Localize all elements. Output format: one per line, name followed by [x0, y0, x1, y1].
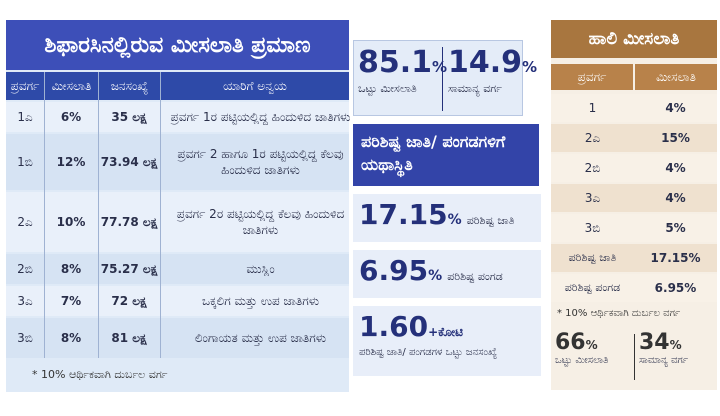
row-population: 75.27 ಲಕ್ಷ [100, 261, 158, 276]
table-row: 1ಎ 6% 35 ಲಕ್ಷ ಪ್ರವರ್ಗ 1ರ ಪಟ್ಟಿಯಲ್ಲಿದ್ದ ಹ… [6, 102, 350, 132]
total-reservation-label: ಒಟ್ಟು ಮೀಸಲಾತಿ [358, 82, 417, 95]
population-value: 1.60 [359, 310, 429, 343]
st-stat: 6.95% ಪರಿಶಿಷ್ಟ ಪಂಗಡ [353, 250, 541, 298]
table-row: ಪರಿಶಿಷ್ಟ ಪಂಗಡ 6.95% [551, 274, 717, 302]
current-general-value: 34 [639, 330, 670, 355]
table-row: 2ಎ 15% [551, 124, 717, 152]
row-applicable-to: ಮುಸ್ಲಿಂ [246, 261, 275, 276]
row-reservation: 6% [60, 109, 82, 124]
population-unit: +ಕೋಟಿ [428, 325, 463, 339]
row-population: 81 ಲಕ್ಷ [111, 330, 147, 345]
sc-unit: % [447, 212, 462, 228]
row-category: 3ಬಿ [584, 220, 601, 235]
total-reservation-value: 85.1 [358, 45, 433, 80]
table-row: 3ಎ 7% 72 ಲಕ್ಷ ಒಕ್ಕಲಿಗ ಮತ್ತು ಉಪ ಜಾತಿಗಳು [6, 286, 349, 316]
current-total-stat: 66% ಒಟ್ಟು ಮೀಸಲಾತಿ [555, 330, 633, 366]
row-category: 2ಬಿ [584, 160, 601, 175]
row-reservation: 4% [665, 161, 686, 175]
table-row: 2ಬಿ 4% [551, 154, 717, 182]
row-population: 72 ಲಕ್ಷ [111, 293, 147, 308]
row-category: 2ಎ [17, 214, 33, 229]
header-population: ಜನಸಂಖ್ಯೆ [99, 72, 160, 100]
st-label: ಪರಿಶಿಷ್ಟ ಪಂಗಡ [447, 270, 503, 283]
row-category: 1ಎ [17, 109, 33, 124]
row-category: 1ಬಿ [17, 154, 33, 169]
row-category: 1 [588, 101, 597, 115]
general-category-stat: 14.9% ಸಾಮಾನ್ಯ ವರ್ಗ [448, 45, 537, 96]
header-category: ಪ್ರವರ್ಗ [551, 64, 633, 90]
divider [442, 47, 443, 111]
current-total-value: 66 [555, 330, 586, 355]
table-row: 3ಎ 4% [551, 184, 717, 212]
row-reservation: 7% [60, 293, 82, 308]
sc-stat: 17.15% ಪರಿಶಿಷ್ಟ ಜಾತಿ [353, 194, 541, 242]
st-value: 6.95 [359, 254, 429, 287]
total-reservation-unit: % [432, 58, 448, 76]
table-row: 2ಬಿ 8% 75.27 ಲಕ್ಷ ಮುಸ್ಲಿಂ [6, 254, 349, 284]
general-label: ಸಾಮಾನ್ಯ ವರ್ಗ [448, 82, 502, 95]
header-reservation: ಮೀಸಲಾತಿ [45, 72, 98, 100]
header-category: ಪ್ರವರ್ಗ [6, 72, 44, 100]
table-row: 1 4% [551, 94, 717, 122]
row-applicable-to: ಪ್ರವರ್ಗ 2 ಹಾಗೂ 1ರ ಪಟ್ಟಿಯಲ್ಲಿದ್ದ ಕೆಲವು ಹಿ… [177, 146, 344, 177]
population-label: ಪರಿಶಿಷ್ಟ ಜಾತಿ/ ಪಂಗಡಗಳ ಒಟ್ಟು ಜನಸಂಖ್ಯೆ [359, 347, 498, 358]
column-divider [98, 72, 99, 358]
table-row: ಪರಿಶಿಷ್ಟ ಜಾತಿ 17.15% [551, 244, 717, 272]
current-reservation-panel: ಹಾಲಿ ಮೀಸಲಾತಿ ಪ್ರವರ್ಗ ಮೀಸಲಾತಿ 1 4% 2ಎ 15%… [551, 20, 717, 390]
row-reservation: 6.95% [654, 281, 697, 295]
table-row: 2ಎ 10% 77.78 ಲಕ್ಷ ಪ್ರವರ್ಗ 2ರ ಪಟ್ಟಿಯಲ್ಲಿದ… [6, 192, 349, 252]
right-footnote: * 10% ಆರ್ಥಿಕವಾಗಿ ದುರ್ಬಲ ವರ್ಗ [557, 308, 681, 319]
current-total-label: ಒಟ್ಟು ಮೀಸಲಾತಿ [555, 355, 609, 366]
total-reservation-stat: 85.1% ಒಟ್ಟು ಮೀಸಲಾತಿ [358, 45, 447, 96]
row-applicable-to: ಲಿಂಗಾಯತ ಮತ್ತು ಉಪ ಜಾತಿಗಳು [194, 330, 327, 345]
row-category: 3ಬಿ [17, 330, 33, 345]
row-category: 2ಬಿ [17, 261, 33, 276]
row-population: 77.78 ಲಕ್ಷ [100, 214, 158, 229]
row-category: 3ಎ [584, 190, 601, 205]
row-reservation: 15% [661, 131, 690, 145]
current-general-unit: % [669, 338, 682, 352]
row-category: ಪರಿಶಿಷ್ಟ ಜಾತಿ [568, 251, 617, 264]
current-general-label: ಸಾಮಾನ್ಯ ವರ್ಗ [639, 355, 689, 366]
row-reservation: 4% [665, 101, 686, 115]
row-reservation: 17.15% [650, 251, 701, 265]
row-reservation: 10% [56, 214, 86, 229]
row-category: 3ಎ [17, 293, 33, 308]
sc-st-population-stat: 1.60+ಕೋಟಿ ಪರಿಶಿಷ್ಟ ಜಾತಿ/ ಪಂಗಡಗಳ ಒಟ್ಟು ಜನ… [353, 306, 541, 376]
row-applicable-to: ಪ್ರವರ್ಗ 2ರ ಪಟ್ಟಿಯಲ್ಲಿದ್ದ ಕೆಲವು ಹಿಂದುಳಿದ … [176, 206, 345, 237]
st-unit: % [428, 268, 443, 284]
totals-box: 85.1% ಒಟ್ಟು ಮೀಸಲಾತಿ 14.9% ಸಾಮಾನ್ಯ ವರ್ಗ [353, 40, 537, 116]
divider [634, 334, 635, 380]
header-applicable-to: ಯಾರಿಗೆ ಅನ್ವಯ [161, 72, 349, 100]
proposed-reservation-title: ಶಿಫಾರಸಿನಲ್ಲಿರುವ ಮೀಸಲಾತಿ ಪ್ರಮಾಣ [6, 20, 349, 70]
row-population: 73.94 ಲಕ್ಷ [100, 154, 158, 169]
row-reservation: 8% [60, 330, 82, 345]
row-reservation: 8% [60, 261, 82, 276]
sc-st-status-banner: ಪರಿಶಿಷ್ಟ ಜಾತಿ/ ಪಂಗಡಗಳಿಗೆ ಯಥಾಸ್ಥಿತಿ [353, 124, 539, 186]
sc-value: 17.15 [359, 198, 448, 231]
row-applicable-to: ಒಕ್ಕಲಿಗ ಮತ್ತು ಉಪ ಜಾತಿಗಳು [201, 293, 320, 308]
table-row: 3ಬಿ 8% 81 ಲಕ್ಷ ಲಿಂಗಾಯತ ಮತ್ತು ಉಪ ಜಾತಿಗಳು [6, 318, 349, 358]
general-unit: % [522, 58, 538, 76]
row-reservation: 12% [56, 154, 86, 169]
current-general-stat: 34% ಸಾಮಾನ್ಯ ವರ್ಗ [639, 330, 717, 366]
row-category: ಪರಿಶಿಷ್ಟ ಪಂಗಡ [564, 281, 621, 294]
general-value: 14.9 [448, 45, 523, 80]
sc-label: ಪರಿಶಿಷ್ಟ ಜಾತಿ [466, 214, 515, 227]
column-divider [44, 72, 45, 358]
row-population: 35 ಲಕ್ಷ [111, 109, 147, 124]
row-category: 2ಎ [584, 130, 601, 145]
table-row: 1ಬಿ 12% 73.94 ಲಕ್ಷ ಪ್ರವರ್ಗ 2 ಹಾಗೂ 1ರ ಪಟ್… [6, 134, 349, 190]
row-reservation: 4% [665, 191, 686, 205]
column-divider [160, 72, 161, 358]
current-total-unit: % [585, 338, 598, 352]
row-applicable-to: ಪ್ರವರ್ಗ 1ರ ಪಟ್ಟಿಯಲ್ಲಿದ್ದ ಹಿಂದುಳಿದ ಜಾತಿಗಳ… [170, 109, 351, 124]
current-reservation-title: ಹಾಲಿ ಮೀಸಲಾತಿ [551, 20, 717, 58]
proposed-reservation-panel: ಶಿಫಾರಸಿನಲ್ಲಿರುವ ಮೀಸಲಾತಿ ಪ್ರಮಾಣ ಪ್ರವರ್ಗ ಮ… [6, 20, 350, 392]
left-footnote: * 10% ಆರ್ಥಿಕವಾಗಿ ದುರ್ಬಲ ವರ್ಗ [32, 368, 168, 381]
row-reservation: 5% [665, 221, 686, 235]
header-reservation: ಮೀಸಲಾತಿ [635, 64, 717, 90]
table-row: 3ಬಿ 5% [551, 214, 717, 242]
